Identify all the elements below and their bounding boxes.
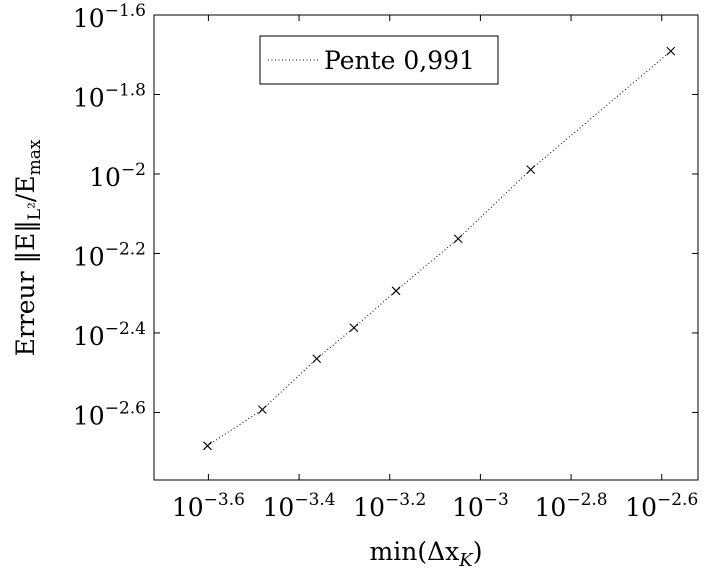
y-tick-label: 10−1.8	[73, 80, 146, 112]
series-line	[207, 50, 672, 447]
data-point-marker	[526, 165, 536, 174]
x-tick-label: 10−3.6	[172, 490, 245, 522]
legend-label: Pente 0,991	[324, 46, 475, 75]
data-point-marker	[453, 234, 463, 244]
data-point-marker	[312, 354, 322, 364]
x-tick-label: 10−2.6	[625, 490, 698, 522]
y-tick-label: 10−2.2	[73, 239, 146, 271]
plot-frame	[153, 14, 699, 481]
data-point-marker	[349, 323, 359, 333]
x-tick-label: 10−2.8	[535, 490, 608, 522]
y-axis-title: Erreur ‖E‖L²/Emax	[11, 139, 45, 356]
legend: Pente 0,991	[259, 35, 499, 85]
y-tick-label: 10−2.4	[73, 319, 146, 351]
data-point-marker	[666, 46, 676, 56]
x-tick-label: 10−3	[452, 490, 509, 522]
y-tick-label: 10−2	[89, 160, 146, 192]
data-point-marker	[203, 441, 212, 451]
data-point-marker	[391, 286, 401, 296]
y-tick-label: 10−1.6	[73, 1, 146, 33]
y-tick-label: 10−2.6	[73, 398, 146, 430]
x-axis-title: min(ΔxK)	[370, 537, 483, 571]
x-tick-label: 10−3.2	[353, 490, 426, 522]
data-point-marker	[257, 405, 267, 415]
x-tick-label: 10−3.4	[263, 490, 336, 522]
